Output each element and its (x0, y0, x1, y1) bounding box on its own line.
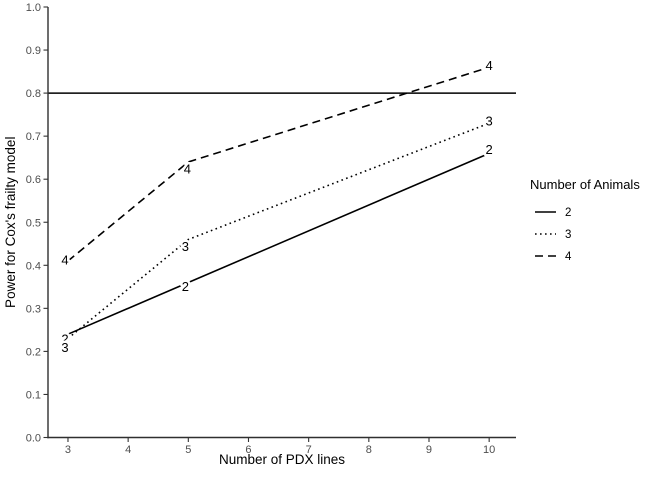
y-tick-label: 0.5 (26, 217, 41, 229)
series-point-label-2: 2 (182, 279, 189, 294)
series-point-label-3: 3 (182, 239, 189, 254)
legend-title: Number of Animals (530, 177, 640, 192)
y-axis-title: Power for Cox's frailty model (3, 137, 18, 308)
series-line-4 (67, 66, 490, 262)
y-tick-label: 0.9 (26, 45, 41, 57)
y-tick-label: 0.1 (26, 389, 41, 401)
x-tick-label: 3 (65, 444, 71, 456)
x-axis-title: Number of PDX lines (219, 452, 345, 467)
legend-entry-label: 4 (565, 251, 572, 263)
legend-entry-label: 2 (565, 207, 571, 219)
y-tick-label: 0.4 (26, 260, 41, 272)
x-tick-label: 10 (483, 444, 495, 456)
x-tick-label: 9 (426, 444, 432, 456)
x-tick-label: 7 (306, 444, 312, 456)
series-point-label-2: 2 (61, 332, 68, 347)
legend-entry-label: 3 (565, 229, 571, 241)
series-point-label-3: 3 (61, 340, 68, 355)
series-point-label-4: 4 (184, 161, 191, 176)
y-tick-label: 0.3 (26, 303, 41, 315)
series-point-label-3: 3 (486, 114, 493, 129)
x-tick-label: 6 (245, 444, 251, 456)
y-tick-label: 0.2 (26, 346, 41, 358)
series-line-2 (67, 152, 490, 335)
x-tick-label: 4 (125, 444, 131, 456)
x-tick-label: 8 (366, 444, 372, 456)
series-lines (67, 66, 490, 340)
y-tick-label: 0.0 (26, 433, 41, 445)
y-tick-label: 1.0 (26, 2, 41, 14)
series-line-3 (67, 122, 490, 340)
series-point-label-4: 4 (486, 58, 493, 73)
x-tick-label: 5 (185, 444, 191, 456)
y-tick-label: 0.6 (26, 174, 41, 186)
series-point-label-4: 4 (61, 252, 68, 267)
series-point-label-2: 2 (486, 142, 493, 157)
y-tick-label: 0.7 (26, 131, 41, 143)
legend: Number of Animals 2 3 4 (530, 177, 640, 263)
y-tick-label: 0.8 (26, 88, 41, 100)
axes: 3 4 5 6 7 8 9 10 0.0 0.1 0.2 0.3 0.4 0.5 0.6 0.7 0.8 0.9 1… (26, 2, 516, 456)
